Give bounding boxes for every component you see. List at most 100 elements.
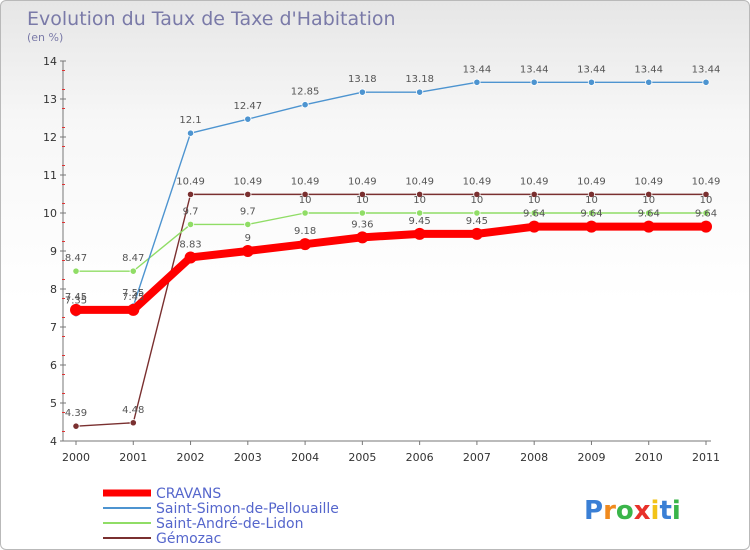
data-label-3: 4.39 bbox=[65, 408, 87, 419]
data-label-2: 10 bbox=[299, 195, 312, 206]
data-label-3: 10.49 bbox=[463, 176, 492, 187]
data-label-1: 13.44 bbox=[634, 64, 663, 75]
data-label-3: 10.49 bbox=[405, 176, 434, 187]
series-point-1 bbox=[473, 78, 481, 86]
x-tick-label: 2009 bbox=[577, 451, 605, 464]
series-point-1 bbox=[530, 78, 538, 86]
logo-letter: P bbox=[584, 496, 603, 526]
proxiti-wordmark: Proxiti bbox=[584, 496, 681, 526]
series-point-2 bbox=[244, 220, 252, 228]
proxiti-logo: Proxiti bbox=[584, 496, 681, 526]
data-label-1: 13.44 bbox=[520, 64, 549, 75]
data-label-1: 13.18 bbox=[405, 74, 434, 85]
y-tick-label: 9 bbox=[50, 245, 57, 258]
data-label-3: 10.49 bbox=[577, 176, 606, 187]
logo-letter: o bbox=[616, 496, 634, 526]
series-point-1 bbox=[358, 88, 366, 96]
series-point-1 bbox=[301, 101, 309, 109]
series-point-3 bbox=[702, 190, 710, 198]
series-point-2 bbox=[72, 267, 80, 275]
data-label-2: 8.47 bbox=[65, 253, 87, 264]
data-label-2: 10 bbox=[642, 195, 655, 206]
data-label-0: 9.64 bbox=[695, 209, 717, 220]
data-label-3: 10.49 bbox=[520, 176, 549, 187]
data-label-1: 13.18 bbox=[348, 74, 377, 85]
series-point-2 bbox=[301, 209, 309, 217]
series-point-3 bbox=[244, 190, 252, 198]
data-label-0: 9.64 bbox=[523, 209, 545, 220]
x-tick-label: 2003 bbox=[234, 451, 262, 464]
y-tick-label: 13 bbox=[43, 93, 57, 106]
data-label-3: 10.49 bbox=[692, 176, 721, 187]
series-point-2 bbox=[587, 209, 596, 217]
data-label-2: 8.47 bbox=[122, 253, 144, 264]
data-label-3: 4.48 bbox=[122, 405, 144, 416]
y-tick-label: 11 bbox=[43, 169, 57, 182]
data-label-2: 10 bbox=[356, 195, 369, 206]
series-point-2 bbox=[416, 209, 424, 217]
y-tick-label: 10 bbox=[43, 207, 57, 220]
series-point-0 bbox=[470, 227, 483, 240]
series-point-2 bbox=[358, 209, 366, 217]
series-point-3 bbox=[645, 190, 653, 198]
data-label-1: 12.85 bbox=[291, 87, 320, 98]
data-label-2: 10 bbox=[528, 195, 541, 206]
legend-label-0: CRAVANS bbox=[156, 486, 221, 502]
series-layer bbox=[70, 78, 712, 430]
series-point-3 bbox=[473, 190, 481, 198]
x-tick-label: 2005 bbox=[348, 451, 376, 464]
series-point-0 bbox=[70, 303, 82, 316]
series-point-3 bbox=[587, 190, 596, 198]
data-label-3: 10.49 bbox=[634, 176, 663, 187]
data-label-0: 9.64 bbox=[638, 209, 660, 220]
data-label-0: 9.45 bbox=[409, 216, 431, 227]
logo-letter: x bbox=[634, 496, 651, 526]
series-point-3 bbox=[416, 190, 424, 198]
data-label-1: 7.55 bbox=[122, 288, 144, 299]
chart-subtitle: (en %) bbox=[27, 31, 63, 44]
data-label-0: 9 bbox=[245, 233, 251, 244]
data-label-3: 10.49 bbox=[233, 176, 262, 187]
series-point-2 bbox=[473, 209, 481, 217]
series-point-0 bbox=[299, 238, 312, 251]
data-label-0: 9.36 bbox=[351, 219, 373, 230]
series-point-0 bbox=[127, 303, 140, 316]
data-label-2: 10 bbox=[413, 195, 426, 206]
data-label-1: 12.1 bbox=[179, 115, 201, 126]
logo-letter: i bbox=[672, 496, 681, 526]
logo-letter: i bbox=[651, 496, 660, 526]
data-label-1: 7.35 bbox=[65, 296, 87, 307]
data-label-0: 8.83 bbox=[179, 239, 201, 250]
data-label-1: 12.47 bbox=[233, 101, 262, 112]
y-tick-label: 12 bbox=[43, 131, 57, 144]
series-point-2 bbox=[186, 220, 195, 228]
logo-letter: t bbox=[659, 496, 671, 526]
x-tick-label: 2007 bbox=[463, 451, 491, 464]
series-point-0 bbox=[585, 220, 598, 233]
series-point-0 bbox=[413, 227, 426, 240]
y-tick-label: 4 bbox=[50, 435, 57, 448]
series-point-0 bbox=[184, 251, 197, 264]
series-point-1 bbox=[186, 129, 195, 137]
series-point-3 bbox=[186, 190, 195, 198]
data-label-2: 10 bbox=[700, 195, 713, 206]
data-label-0: 7.45 bbox=[65, 292, 87, 303]
series-point-3 bbox=[129, 419, 137, 427]
legend-label-1: Saint-Simon-de-Pellouaille bbox=[156, 501, 339, 517]
series-point-0 bbox=[700, 220, 712, 233]
logo-letter: r bbox=[603, 496, 616, 526]
series-point-0 bbox=[528, 220, 541, 233]
series-point-1 bbox=[702, 78, 710, 86]
series-point-1 bbox=[416, 88, 424, 96]
series-point-1 bbox=[244, 115, 252, 123]
x-tick-label: 2011 bbox=[692, 451, 720, 464]
data-labels-layer: 7.45 7.45 8.83 9 9.18 9.36 9.45 9.45 9.64 9.64 9.6… bbox=[65, 64, 720, 419]
data-label-1: 13.44 bbox=[463, 64, 492, 75]
x-tick-label: 2008 bbox=[520, 451, 548, 464]
series-point-2 bbox=[530, 209, 538, 217]
series-point-0 bbox=[642, 220, 655, 233]
series-point-2 bbox=[645, 209, 653, 217]
y-tick-label: 8 bbox=[50, 283, 57, 296]
